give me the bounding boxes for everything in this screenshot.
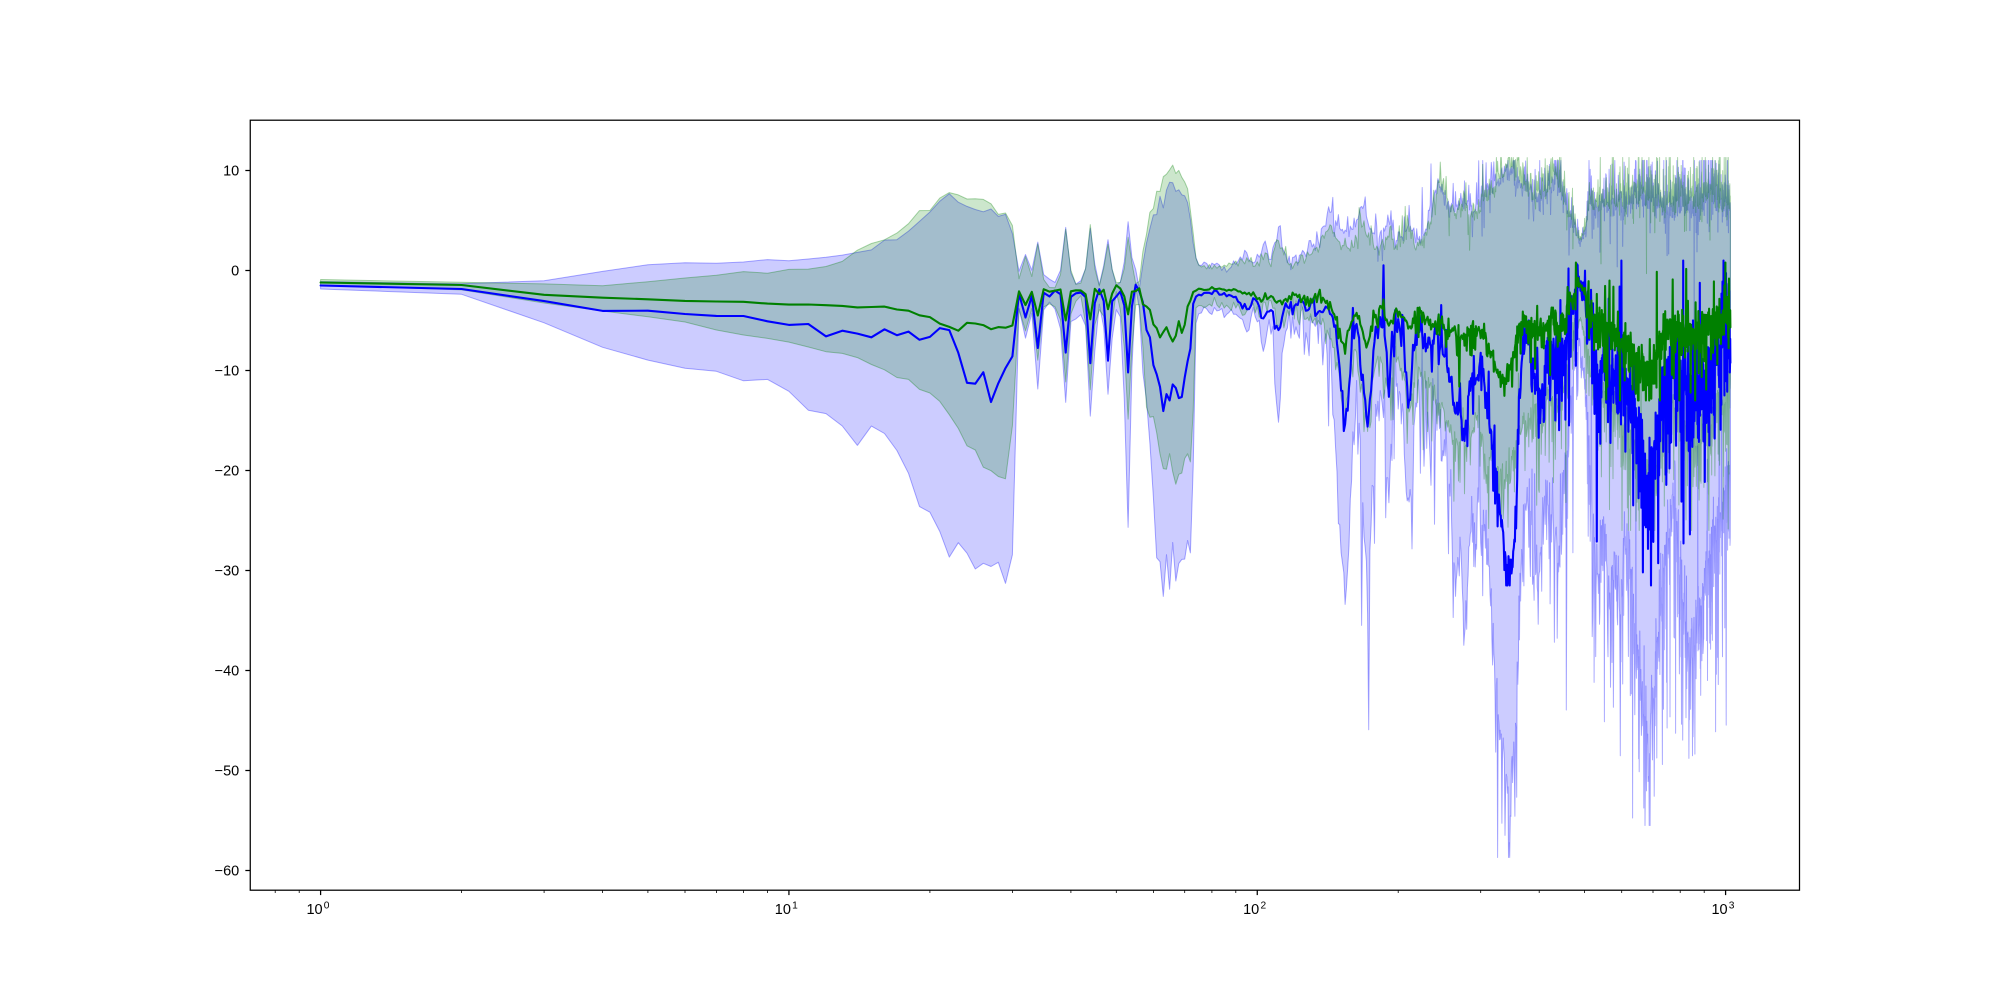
svg-text:−10: −10	[215, 364, 240, 380]
svg-text:0: 0	[324, 901, 330, 912]
svg-text:1: 1	[792, 901, 798, 912]
svg-text:2: 2	[1260, 901, 1266, 912]
svg-text:10: 10	[223, 164, 239, 180]
svg-text:10: 10	[306, 902, 322, 918]
svg-text:−40: −40	[215, 664, 240, 680]
svg-text:−20: −20	[215, 464, 240, 480]
svg-text:3: 3	[1729, 901, 1735, 912]
svg-text:10: 10	[775, 902, 791, 918]
svg-text:0: 0	[231, 264, 239, 280]
svg-text:−60: −60	[215, 864, 240, 880]
svg-text:−30: −30	[215, 564, 240, 580]
svg-text:−50: −50	[215, 764, 240, 780]
svg-text:10: 10	[1243, 902, 1259, 918]
svg-text:10: 10	[1711, 902, 1727, 918]
